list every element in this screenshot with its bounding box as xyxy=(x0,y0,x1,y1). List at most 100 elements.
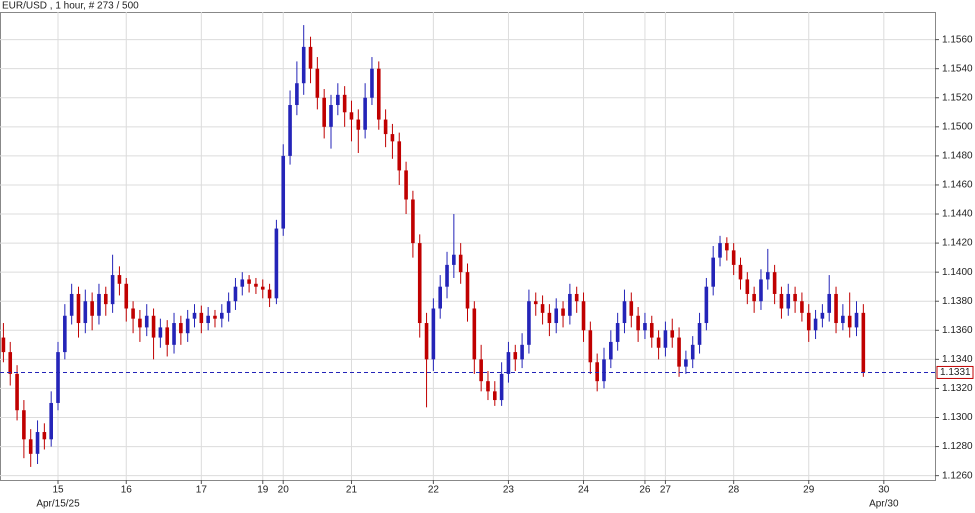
candle-body xyxy=(738,264,743,280)
candle-body xyxy=(288,105,292,156)
candle-body xyxy=(561,308,565,316)
x-tick-label: 24 xyxy=(578,485,590,496)
candle-body xyxy=(28,439,33,454)
candle-body xyxy=(349,112,354,120)
candle-body xyxy=(417,243,422,324)
candle-body xyxy=(281,155,286,229)
candle-body xyxy=(411,199,415,244)
last-price-label: 1.1331 xyxy=(940,367,971,378)
candle-body xyxy=(718,243,722,258)
candle-body xyxy=(165,327,170,345)
x-date-label: Apr/30 xyxy=(869,499,899,510)
candle-body xyxy=(547,312,552,324)
x-tick-label: 30 xyxy=(878,485,890,496)
candle-body xyxy=(376,68,381,120)
y-tick-label: 1.1560 xyxy=(942,34,973,45)
candle-body xyxy=(185,318,190,334)
candle-body xyxy=(90,301,94,316)
candle-body xyxy=(786,293,791,309)
candle-body xyxy=(138,318,142,328)
candle-body xyxy=(22,410,26,440)
candle-body xyxy=(499,373,504,401)
x-date-label: Apr/15/25 xyxy=(36,499,80,510)
candle-body xyxy=(336,94,340,106)
candle-body xyxy=(390,134,395,142)
candle-body xyxy=(527,301,531,345)
candle-body xyxy=(103,293,108,305)
candle-body xyxy=(677,337,681,367)
candle-body xyxy=(458,254,463,273)
candle-body xyxy=(847,315,852,328)
candle-body xyxy=(697,323,702,345)
candle-body xyxy=(854,312,859,328)
candle-body xyxy=(342,94,347,113)
candle-body xyxy=(233,286,238,302)
candle-body xyxy=(35,432,40,454)
y-tick-label: 1.1400 xyxy=(942,267,973,278)
candle-body xyxy=(643,323,647,331)
candle-body xyxy=(76,293,81,324)
x-tick-label: 28 xyxy=(728,485,740,496)
candle-body xyxy=(383,119,388,135)
candle-body xyxy=(15,373,19,411)
candle-body xyxy=(820,312,825,319)
candle-body xyxy=(83,301,88,324)
candle-body xyxy=(424,323,429,360)
y-tick-label: 1.1280 xyxy=(942,441,973,452)
candle-body xyxy=(404,170,408,200)
candle-body xyxy=(49,402,53,440)
candle-body xyxy=(322,97,326,127)
candle-body xyxy=(172,323,176,345)
x-tick-label: 15 xyxy=(52,485,64,496)
candle-body xyxy=(363,97,367,130)
candle-body xyxy=(42,432,47,440)
candle-body xyxy=(226,301,231,313)
candle-body xyxy=(629,301,634,316)
candle-body xyxy=(97,293,101,316)
candle-body xyxy=(752,293,756,302)
candle-body xyxy=(267,289,272,299)
candle-body xyxy=(295,83,299,106)
x-tick-label: 16 xyxy=(121,485,133,496)
x-tick-label: 22 xyxy=(428,485,440,496)
y-tick-label: 1.1520 xyxy=(942,92,973,103)
candle-body xyxy=(69,293,74,316)
candle-body xyxy=(131,308,135,319)
candle-body xyxy=(649,323,654,338)
y-tick-label: 1.1340 xyxy=(942,354,973,365)
candle-body xyxy=(260,286,265,290)
candle-body xyxy=(492,391,497,401)
candle-body xyxy=(574,293,579,302)
x-tick-label: 17 xyxy=(196,485,208,496)
candle-body xyxy=(554,308,559,324)
candle-body xyxy=(800,301,804,313)
candle-body xyxy=(622,301,627,324)
plot-frame xyxy=(0,12,936,481)
candle-body xyxy=(506,352,511,374)
candle-body xyxy=(533,301,538,305)
y-tick-label: 1.1440 xyxy=(942,209,973,220)
candle-body xyxy=(827,293,832,313)
candle-body xyxy=(117,275,122,284)
candle-body xyxy=(779,293,784,309)
candle-body xyxy=(540,304,545,313)
candle-body xyxy=(513,352,518,360)
candle-body xyxy=(254,283,258,287)
candle-body xyxy=(486,381,490,392)
y-tick-label: 1.1460 xyxy=(942,180,973,191)
candle-body xyxy=(240,279,245,287)
candle-body xyxy=(370,68,374,98)
candle-body xyxy=(56,352,60,403)
candle-body xyxy=(841,315,845,324)
candle-body xyxy=(192,312,197,319)
candle-body xyxy=(445,264,449,287)
candle-body xyxy=(8,352,13,374)
candle-body xyxy=(568,293,572,316)
candle-body xyxy=(397,141,402,171)
y-tick-label: 1.1320 xyxy=(942,383,973,394)
candle-body xyxy=(199,312,204,324)
candle-body xyxy=(663,330,668,348)
candle-body xyxy=(588,330,593,363)
candle-body xyxy=(684,359,688,367)
